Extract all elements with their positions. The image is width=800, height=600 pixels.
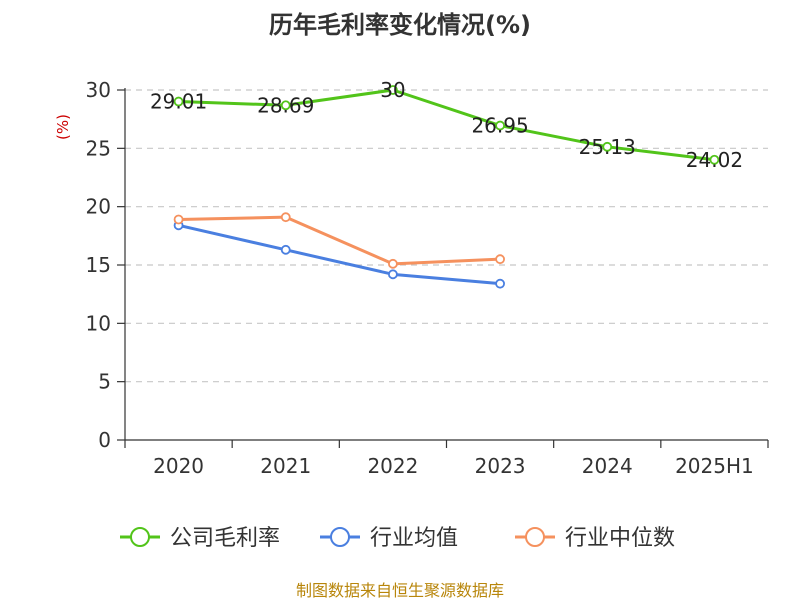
legend-item-2[interactable]: 行业中位数 bbox=[515, 526, 675, 551]
data-point[interactable] bbox=[173, 214, 184, 225]
x-tick-label: 2020 bbox=[153, 454, 204, 478]
legend[interactable]: 公司毛利率 行业均值 行业中位数 bbox=[120, 526, 675, 551]
legend-item-1[interactable]: 行业均值 bbox=[320, 526, 458, 551]
data-point[interactable] bbox=[280, 212, 291, 223]
y-tick-label: 25 bbox=[86, 136, 111, 160]
data-label: 28.69 bbox=[257, 93, 314, 117]
legend-item-0[interactable]: 公司毛利率 bbox=[120, 526, 280, 551]
x-tick-label: 2025H1 bbox=[675, 454, 754, 478]
data-point[interactable] bbox=[495, 278, 505, 289]
y-tick-label: 30 bbox=[86, 78, 111, 102]
series-line-0 bbox=[178, 88, 715, 162]
data-point[interactable] bbox=[495, 254, 505, 265]
x-tick-label: 2023 bbox=[475, 454, 526, 478]
chart-title: 历年毛利率变化情况(%) bbox=[269, 11, 531, 39]
series-group bbox=[173, 85, 720, 289]
data-point[interactable] bbox=[495, 120, 505, 131]
x-tick-labels: 2020 2021 2022 2023 2024 2025H1 bbox=[153, 454, 754, 478]
x-tick-label: 2022 bbox=[367, 454, 418, 478]
x-tick-label: 2021 bbox=[260, 454, 311, 478]
data-label: 24.02 bbox=[686, 148, 743, 172]
legend-label: 行业均值 bbox=[370, 526, 458, 551]
legend-label: 公司毛利率 bbox=[170, 526, 280, 551]
y-tick-label: 10 bbox=[86, 311, 111, 335]
data-point[interactable] bbox=[280, 100, 291, 111]
data-point[interactable] bbox=[602, 141, 613, 152]
series-line-1 bbox=[178, 223, 501, 286]
y-tick-label: 0 bbox=[98, 428, 111, 452]
axes bbox=[117, 88, 769, 448]
data-label: 30 bbox=[380, 78, 405, 102]
legend-marker bbox=[330, 527, 350, 547]
y-tick-label: 20 bbox=[86, 195, 111, 219]
data-point[interactable] bbox=[388, 269, 398, 280]
legend-label: 行业中位数 bbox=[565, 526, 675, 551]
series-line-2 bbox=[178, 215, 501, 266]
y-tick-label: 5 bbox=[98, 370, 111, 394]
legend-marker bbox=[525, 527, 545, 547]
data-point[interactable] bbox=[173, 96, 184, 107]
data-point[interactable] bbox=[388, 85, 398, 95]
y-tick-label: 15 bbox=[86, 253, 111, 277]
y-tick-labels: 0 5 10 15 20 25 30 bbox=[86, 78, 111, 452]
data-label: 25.13 bbox=[579, 135, 636, 159]
legend-marker bbox=[130, 527, 150, 547]
data-label: 29.01 bbox=[150, 90, 207, 114]
grid-lines bbox=[125, 89, 768, 383]
data-point[interactable] bbox=[709, 154, 720, 165]
x-tick-label: 2024 bbox=[582, 454, 633, 478]
data-label: 26.95 bbox=[471, 114, 528, 138]
data-point[interactable] bbox=[388, 258, 398, 269]
source-note: 制图数据来自恒生聚源数据库 bbox=[296, 581, 504, 600]
data-point[interactable] bbox=[280, 244, 291, 255]
data-labels: 29.01 28.69 30 26.95 25.13 24.02 bbox=[150, 78, 743, 172]
y-axis-label: (%) bbox=[54, 114, 72, 140]
